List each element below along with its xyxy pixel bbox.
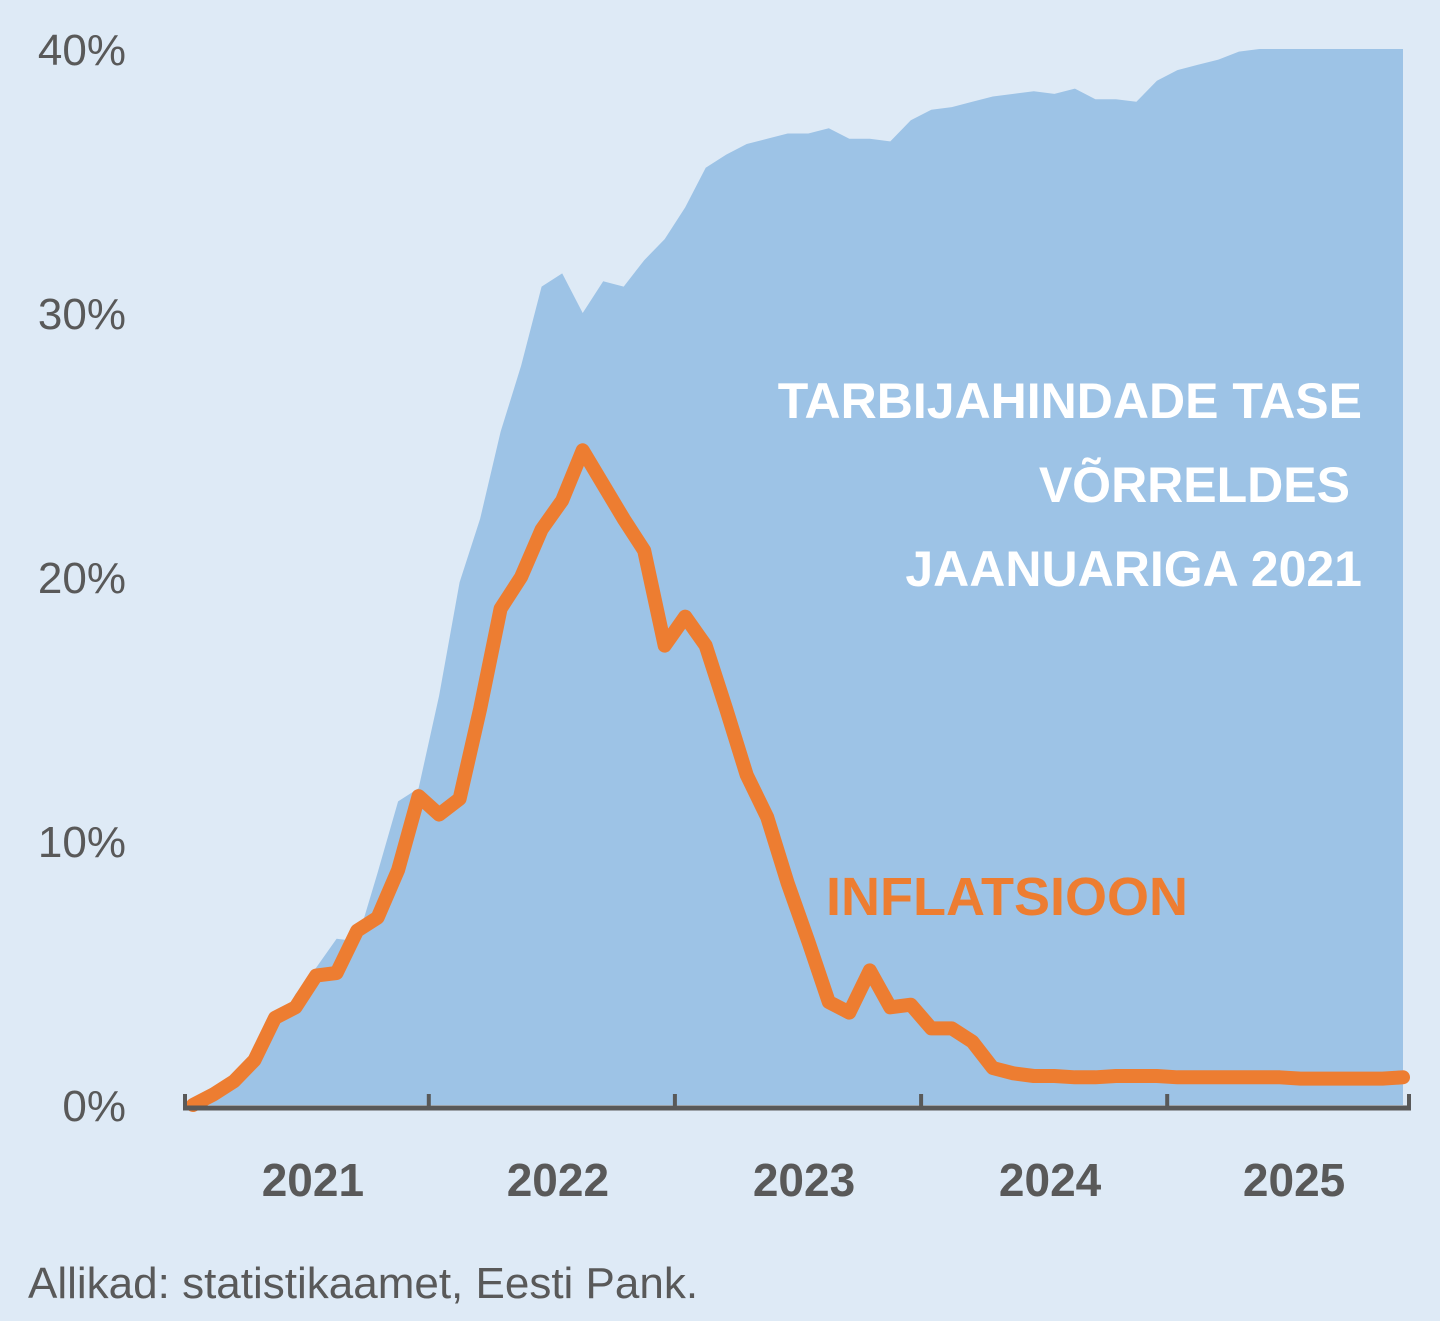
x-tick-label: 2022 <box>507 1154 609 1206</box>
inflation-line <box>186 443 1410 1112</box>
area-annotation-line-1: TARBIJAHINDADE TASE <box>778 373 1362 429</box>
x-tick-label: 2023 <box>753 1154 855 1206</box>
y-tick-label: 0% <box>62 1082 126 1131</box>
x-axis-tick-labels: 2021 2022 2023 2024 2025 <box>262 1154 1346 1206</box>
x-axis: 2021 2022 2023 2024 2025 <box>183 1094 1411 1206</box>
cpi-level-area <box>193 49 1403 1105</box>
line-annotation: INFLATSIOON <box>826 867 1188 927</box>
x-axis-tick-marks <box>183 1094 1411 1108</box>
y-axis-tick-labels: 0% 10% 20% 30% 40% <box>38 26 126 1131</box>
y-tick-label: 30% <box>38 290 126 339</box>
x-tick-label: 2025 <box>1243 1154 1345 1206</box>
area-annotation-line-2: VÕRRELDES <box>1039 456 1350 513</box>
x-tick-label: 2024 <box>999 1154 1102 1206</box>
source-note: Allikad: statistikaamet, Eesti Pank. <box>28 1259 698 1308</box>
x-tick-label: 2021 <box>262 1154 364 1206</box>
y-tick-label: 40% <box>38 26 126 75</box>
area-annotation-line-3: JAANUARIGA 2021 <box>905 541 1362 597</box>
y-tick-label: 10% <box>38 818 126 867</box>
y-tick-label: 20% <box>38 554 126 603</box>
